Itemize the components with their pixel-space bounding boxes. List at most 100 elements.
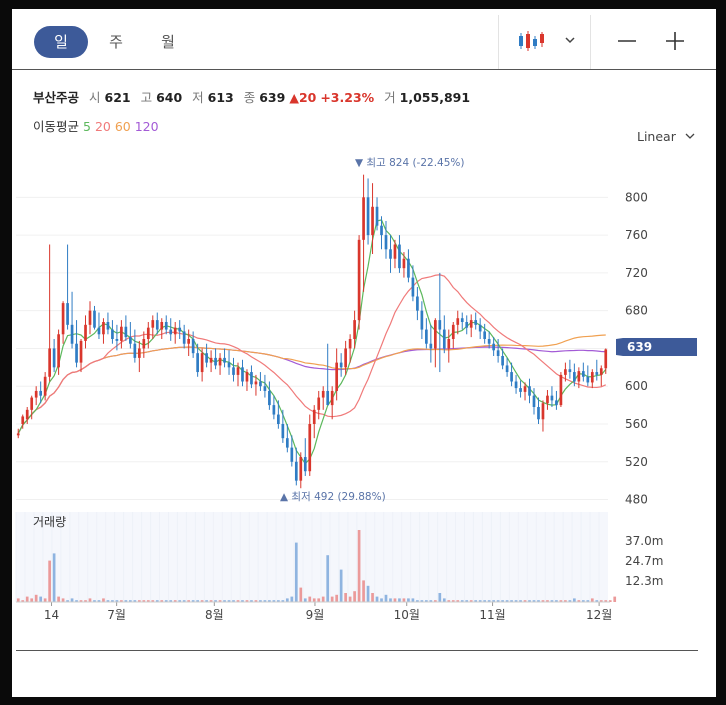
candle-body <box>218 357 222 366</box>
volume-bar <box>209 600 213 602</box>
tab-daily[interactable]: 일 <box>34 26 88 58</box>
scale-dropdown[interactable]: Linear <box>637 129 696 144</box>
volume-bar <box>200 600 204 602</box>
volume-bar <box>227 600 231 602</box>
candle-body <box>205 353 208 363</box>
tab-weekly[interactable]: 주 <box>109 33 123 51</box>
candle-body <box>416 296 419 311</box>
candle-body <box>389 249 392 259</box>
volume-bar <box>312 598 316 602</box>
volume-bar <box>492 600 495 602</box>
volume-bar <box>142 600 146 602</box>
volume-bar <box>281 600 285 602</box>
volume-bar <box>61 598 65 602</box>
candle-body <box>155 320 159 330</box>
low-value: 613 <box>207 90 234 105</box>
candlestick-icon <box>519 31 575 51</box>
candle-body <box>568 369 572 373</box>
volume-bar <box>308 596 312 602</box>
price-chart[interactable]: 80076072068064060056052048037.0m24.7m12.… <box>12 9 716 649</box>
volume-bar <box>223 600 226 602</box>
tab-monthly[interactable]: 월 <box>161 33 175 51</box>
volume-bar <box>79 600 83 602</box>
volume-bar <box>285 598 289 602</box>
volume-bar <box>294 542 298 602</box>
volume-bar <box>120 600 123 602</box>
stock-info-line: 부산주공 시 621 고 640 저 613 종 639 ▲20 +3.23% … <box>33 87 470 106</box>
candle-body <box>487 339 491 344</box>
candle-body <box>581 371 585 377</box>
candle-body <box>272 405 276 415</box>
candle-body <box>25 409 29 420</box>
moving-average-legend[interactable]: 이동평균 5 20 60 120 <box>33 116 159 135</box>
volume-bar <box>160 600 164 602</box>
ma60-line <box>17 334 606 434</box>
volume-bar <box>25 596 29 602</box>
candle-body <box>187 339 191 344</box>
candle-body <box>357 239 361 321</box>
price-tick-label: 720 <box>625 266 648 280</box>
volume-bar <box>178 600 182 602</box>
candle-body <box>353 320 356 339</box>
volume-bar <box>599 600 603 602</box>
volume-bar <box>608 600 612 602</box>
change-up-icon: ▲ <box>289 90 299 105</box>
candle-body <box>456 318 460 325</box>
candle-body <box>523 386 527 392</box>
candle-body <box>303 457 307 472</box>
candle-body <box>173 327 177 335</box>
volume-bar <box>438 593 442 602</box>
candle-body <box>263 386 267 391</box>
candle-body <box>573 372 576 382</box>
volume-bar <box>290 596 294 602</box>
candle-body <box>541 403 545 420</box>
volume-bar <box>384 594 388 602</box>
volume-bar <box>151 600 155 602</box>
candle-body <box>160 322 164 330</box>
candle-body <box>380 225 383 236</box>
volume-bar <box>187 600 191 602</box>
candle-body <box>505 365 509 373</box>
candle-body <box>407 258 410 278</box>
volume-bar <box>487 600 491 602</box>
volume-bar <box>366 585 370 602</box>
candle-body <box>142 339 146 349</box>
volume-bar <box>205 600 208 602</box>
candle-body <box>483 331 487 339</box>
candle-body <box>97 327 101 335</box>
volume-bar <box>43 598 47 602</box>
candle-body <box>604 349 608 369</box>
volume-bar <box>501 600 504 602</box>
candle-body <box>438 320 442 330</box>
volume-bar <box>88 598 92 602</box>
price-tick-label: 560 <box>625 417 648 431</box>
candle-body <box>137 348 141 358</box>
volume-bar <box>523 600 527 602</box>
candle-body <box>227 362 231 368</box>
minus-icon <box>618 40 636 42</box>
volume-panel <box>15 512 608 602</box>
volume-bar <box>70 598 74 602</box>
volume-tick-label: 24.7m <box>625 554 663 568</box>
zoom-in-button[interactable] <box>660 27 690 55</box>
candle-body <box>79 340 83 363</box>
chart-type-dropdown[interactable] <box>516 27 586 55</box>
candle-body <box>146 327 150 339</box>
candle-body <box>559 374 563 406</box>
x-tick-label: 12월 <box>586 608 612 622</box>
candle-body <box>564 369 567 375</box>
chart-grid <box>16 196 608 501</box>
zoom-out-button[interactable] <box>612 27 642 55</box>
volume-bar <box>21 600 25 602</box>
volume-bars <box>16 530 617 602</box>
current-price: 639 <box>627 340 652 354</box>
candle-body <box>178 327 182 332</box>
candle-body <box>465 322 469 328</box>
candle-body <box>93 310 96 328</box>
price-tick-label: 680 <box>625 304 648 318</box>
candle-body <box>196 353 199 373</box>
candle-body <box>75 343 78 363</box>
candle-body <box>245 372 249 382</box>
candle-body <box>425 329 428 344</box>
volume-bar <box>326 555 330 602</box>
